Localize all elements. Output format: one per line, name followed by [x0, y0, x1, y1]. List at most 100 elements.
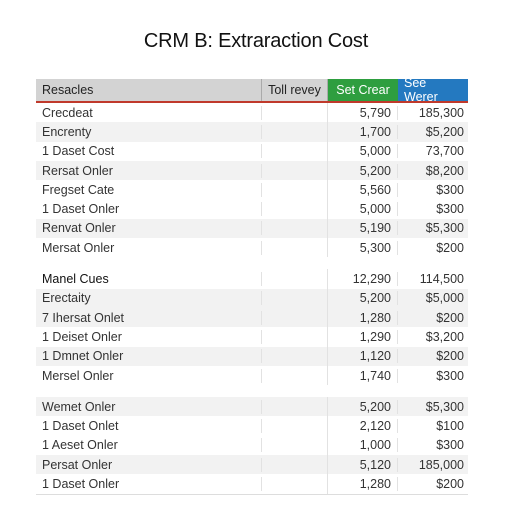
row-label: Encrenty: [36, 124, 262, 139]
cost-table: Resacles Toll revey Set Crear See Werer …: [36, 76, 468, 495]
row-label: Manel Cues: [36, 272, 262, 287]
row-see-werer: $200: [436, 310, 464, 325]
table-row[interactable]: Manel Cues 12,290 114,500: [36, 269, 468, 289]
table-body: Crecdeat 5,790 185,300 Encrenty 1,700 $5,200 1…: [36, 103, 468, 494]
row-set-crear: 2,120: [328, 419, 398, 434]
row-label: 7 Ihersat Onlet: [36, 310, 262, 325]
row-label: Mersel Onler: [36, 368, 262, 383]
row-label: 1 Daset Onlet: [36, 419, 262, 434]
row-see-werer: $100: [436, 419, 464, 434]
row-see-werer: $300: [436, 438, 464, 453]
row-set-crear: 1,290: [328, 329, 398, 344]
table-row[interactable]: Crecdeat 5,790 185,300: [36, 103, 468, 123]
row-set-crear: 5,000: [328, 144, 398, 159]
row-label: 1 Daset Onler: [36, 476, 262, 491]
header-see-werer[interactable]: See Werer: [398, 76, 468, 104]
row-set-crear: 1,280: [328, 310, 398, 325]
table-row[interactable]: 1 Daset Onler 1,280 $200: [36, 474, 468, 494]
row-see-werer: $300: [436, 202, 464, 217]
header-resources[interactable]: Resacles: [36, 79, 262, 101]
page-title: CRM B: Extraraction Cost: [143, 30, 369, 52]
row-set-crear: 5,200: [328, 399, 398, 414]
row-label: Renvat Onler: [36, 221, 262, 236]
row-toll-revey: [262, 288, 328, 308]
row-see-werer: $200: [436, 476, 464, 491]
row-toll-revey: [262, 180, 328, 200]
row-set-crear: 1,120: [328, 349, 398, 364]
row-see-werer: $5,200: [425, 124, 464, 139]
row-toll-revey: [262, 435, 328, 456]
row-label: Wemet Onler: [36, 399, 262, 414]
table-row[interactable]: Encrenty 1,700 $5,200: [36, 122, 468, 142]
row-toll-revey: [262, 103, 328, 123]
row-set-crear: 5,300: [328, 240, 398, 255]
row-label: Rersat Onler: [36, 163, 262, 178]
row-label: 1 Deiset Onler: [36, 329, 262, 344]
row-set-crear: 5,190: [328, 221, 398, 236]
row-toll-revey: [262, 397, 328, 417]
table-row[interactable]: Mersel Onler 1,740 $300: [36, 365, 468, 386]
table-row[interactable]: Rersat Onler 5,200 $8,200: [36, 160, 468, 181]
row-toll-revey: [262, 474, 328, 494]
row-toll-revey: [262, 346, 328, 366]
table-header: Resacles Toll revey Set Crear See Werer: [36, 76, 468, 104]
row-toll-revey: [262, 327, 328, 347]
table-row[interactable]: Mersat Onler 5,300 $200: [36, 238, 468, 258]
table-row[interactable]: Wemet Onler 5,200 $5,300: [36, 397, 468, 417]
row-set-crear: 1,700: [328, 124, 398, 139]
row-toll-revey: [262, 455, 328, 475]
row-label: Fregset Cate: [36, 182, 262, 197]
row-set-crear: 5,200: [328, 291, 398, 306]
table-row[interactable]: 1 Deiset Onler 1,290 $3,200: [36, 327, 468, 347]
row-label: Erectaity: [36, 291, 262, 306]
row-toll-revey: [262, 238, 328, 258]
table-row[interactable]: Erectaity 5,200 $5,000: [36, 288, 468, 308]
section-gap: [36, 257, 468, 269]
row-see-werer: $200: [436, 349, 464, 364]
row-see-werer: 185,000: [418, 457, 464, 472]
row-set-crear: 5,790: [328, 105, 398, 120]
row-toll-revey: [262, 269, 328, 289]
row-label: Crecdeat: [36, 105, 262, 120]
row-see-werer: $5,000: [425, 291, 464, 306]
row-label: 1 Dmnet Onler: [36, 349, 262, 364]
row-set-crear: 1,000: [328, 438, 398, 453]
row-toll-revey: [262, 307, 328, 328]
row-set-crear: 1,740: [328, 368, 398, 383]
row-label: Mersat Onler: [36, 240, 262, 255]
section-gap: [36, 385, 468, 397]
table-bottom-border: [36, 493, 468, 495]
row-set-crear: 5,000: [328, 202, 398, 217]
row-toll-revey: [262, 416, 328, 436]
row-label: Persat Onler: [36, 457, 262, 472]
row-label: 1 Daset Cost: [36, 144, 262, 159]
row-set-crear: 5,120: [328, 457, 398, 472]
row-see-werer: $300: [436, 182, 464, 197]
row-see-werer: $5,300: [425, 399, 464, 414]
row-toll-revey: [262, 160, 328, 181]
row-see-werer: 185,300: [418, 105, 464, 120]
row-label: 1 Daset Onler: [36, 202, 262, 217]
row-label: 1 Aeset Onler: [36, 438, 262, 453]
table-row[interactable]: 1 Aeset Onler 1,000 $300: [36, 435, 468, 456]
table-row[interactable]: 7 Ihersat Onlet 1,280 $200: [36, 307, 468, 328]
row-see-werer: $200: [436, 240, 464, 255]
table-row[interactable]: Persat Onler 5,120 185,000: [36, 455, 468, 475]
table-row[interactable]: Fregset Cate 5,560 $300: [36, 180, 468, 200]
header-toll-revey[interactable]: Toll revey: [262, 79, 328, 101]
table-row[interactable]: 1 Daset Cost 5,000 73,700: [36, 141, 468, 161]
row-see-werer: $300: [436, 368, 464, 383]
table-row[interactable]: 1 Daset Onler 5,000 $300: [36, 199, 468, 219]
table-row[interactable]: Renvat Onler 5,190 $5,300: [36, 218, 468, 239]
row-toll-revey: [262, 122, 328, 142]
row-see-werer: $3,200: [425, 329, 464, 344]
header-set-crear[interactable]: Set Crear: [328, 79, 398, 101]
row-set-crear: 5,560: [328, 182, 398, 197]
row-set-crear: 1,280: [328, 476, 398, 491]
row-set-crear: 12,290: [328, 272, 398, 287]
row-toll-revey: [262, 199, 328, 219]
table-row[interactable]: 1 Daset Onlet 2,120 $100: [36, 416, 468, 436]
row-set-crear: 5,200: [328, 163, 398, 178]
table-row[interactable]: 1 Dmnet Onler 1,120 $200: [36, 346, 468, 366]
